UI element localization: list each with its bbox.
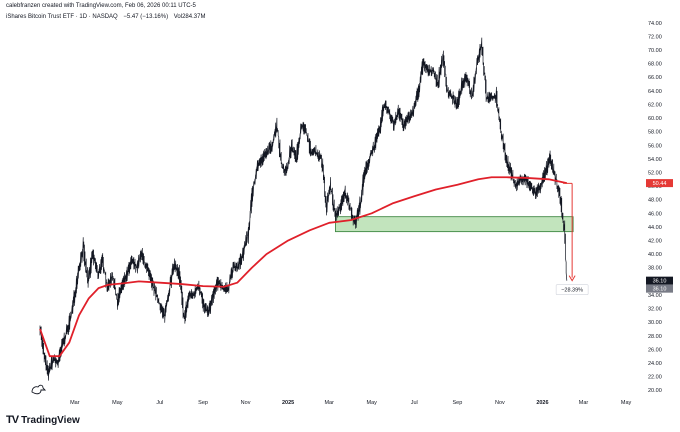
x-tick-label: Mar	[579, 400, 589, 406]
y-tick-label: 74.00	[648, 21, 662, 27]
tradingview-logo-icon: TV	[6, 414, 19, 426]
y-tick-label: 20.00	[648, 388, 662, 394]
price-value-badge	[646, 284, 673, 293]
y-tick-label: 56.00	[648, 143, 662, 149]
y-tick-label: 38.00	[648, 266, 662, 272]
drop-percent-label: −28.39%	[561, 288, 583, 294]
x-tick-label: Mar	[70, 400, 80, 406]
x-tick-label: Sep	[453, 400, 463, 406]
x-tick-label: Jul	[156, 400, 163, 406]
x-tick-label: May	[621, 400, 632, 406]
y-tick-label: 30.00	[648, 320, 662, 326]
y-tick-label: 24.00	[648, 361, 662, 367]
tv-corner-icon	[31, 384, 47, 395]
y-tick-label: 54.00	[648, 157, 662, 163]
x-tick-label: 2026	[536, 400, 548, 406]
y-tick-label: 42.00	[648, 239, 662, 245]
x-tick-label: 2025	[282, 400, 294, 406]
support-zone	[335, 216, 574, 233]
x-tick-label: Sep	[198, 400, 208, 406]
volume-readout: Vol284.37M	[173, 14, 206, 20]
y-tick-label: 60.00	[648, 116, 662, 122]
y-tick-label: 48.00	[648, 198, 662, 204]
x-tick-label: Nov	[241, 400, 251, 406]
price-value-label: 36.10	[653, 287, 667, 293]
x-tick-label: Nov	[495, 400, 505, 406]
symbol-title: iShares Bitcoin Trust ETF · 1D · NASDAQ …	[6, 14, 209, 20]
y-tick-label: 68.00	[648, 62, 662, 68]
y-tick-label: 64.00	[648, 89, 662, 95]
x-tick-label: Mar	[324, 400, 334, 406]
y-tick-label: 32.00	[648, 307, 662, 313]
y-tick-label: 22.00	[648, 375, 662, 381]
y-tick-label: 66.00	[648, 75, 662, 81]
x-tick-label: May	[367, 400, 378, 406]
y-tick-label: 52.00	[648, 170, 662, 176]
y-tick-label: 70.00	[648, 48, 662, 54]
moving-average-line	[39, 176, 568, 358]
y-tick-label: 34.00	[648, 293, 662, 299]
y-tick-label: 40.00	[648, 252, 662, 258]
y-tick-label: 44.00	[648, 225, 662, 231]
y-tick-label: 28.00	[648, 334, 662, 340]
y-tick-label: 26.00	[648, 347, 662, 353]
y-tick-label: 58.00	[648, 130, 662, 136]
symbol-name: iShares Bitcoin Trust ETF · 1D · NASDAQ	[6, 14, 118, 20]
x-tick-label: May	[112, 400, 123, 406]
ma-value-badge	[646, 179, 673, 188]
y-tick-label: 46.00	[648, 211, 662, 217]
price-value-badge	[646, 276, 673, 285]
tradingview-brand: TV TradingView	[6, 414, 80, 426]
chart-credit: calebfranzen created with TradingView.co…	[6, 3, 196, 9]
y-tick-label: 62.00	[648, 102, 662, 108]
drop-label-box	[555, 284, 589, 295]
ma-value-label: 50.44	[653, 181, 667, 187]
price-series	[39, 37, 568, 381]
price-value-label: 36.10	[653, 279, 667, 285]
x-tick-label: Jul	[411, 400, 418, 406]
drop-arrowhead	[568, 275, 576, 282]
tradingview-wordmark: TradingView	[21, 414, 80, 426]
y-tick-label: 72.00	[648, 34, 662, 40]
price-change: −5.47 (−13.16%)	[123, 14, 169, 20]
